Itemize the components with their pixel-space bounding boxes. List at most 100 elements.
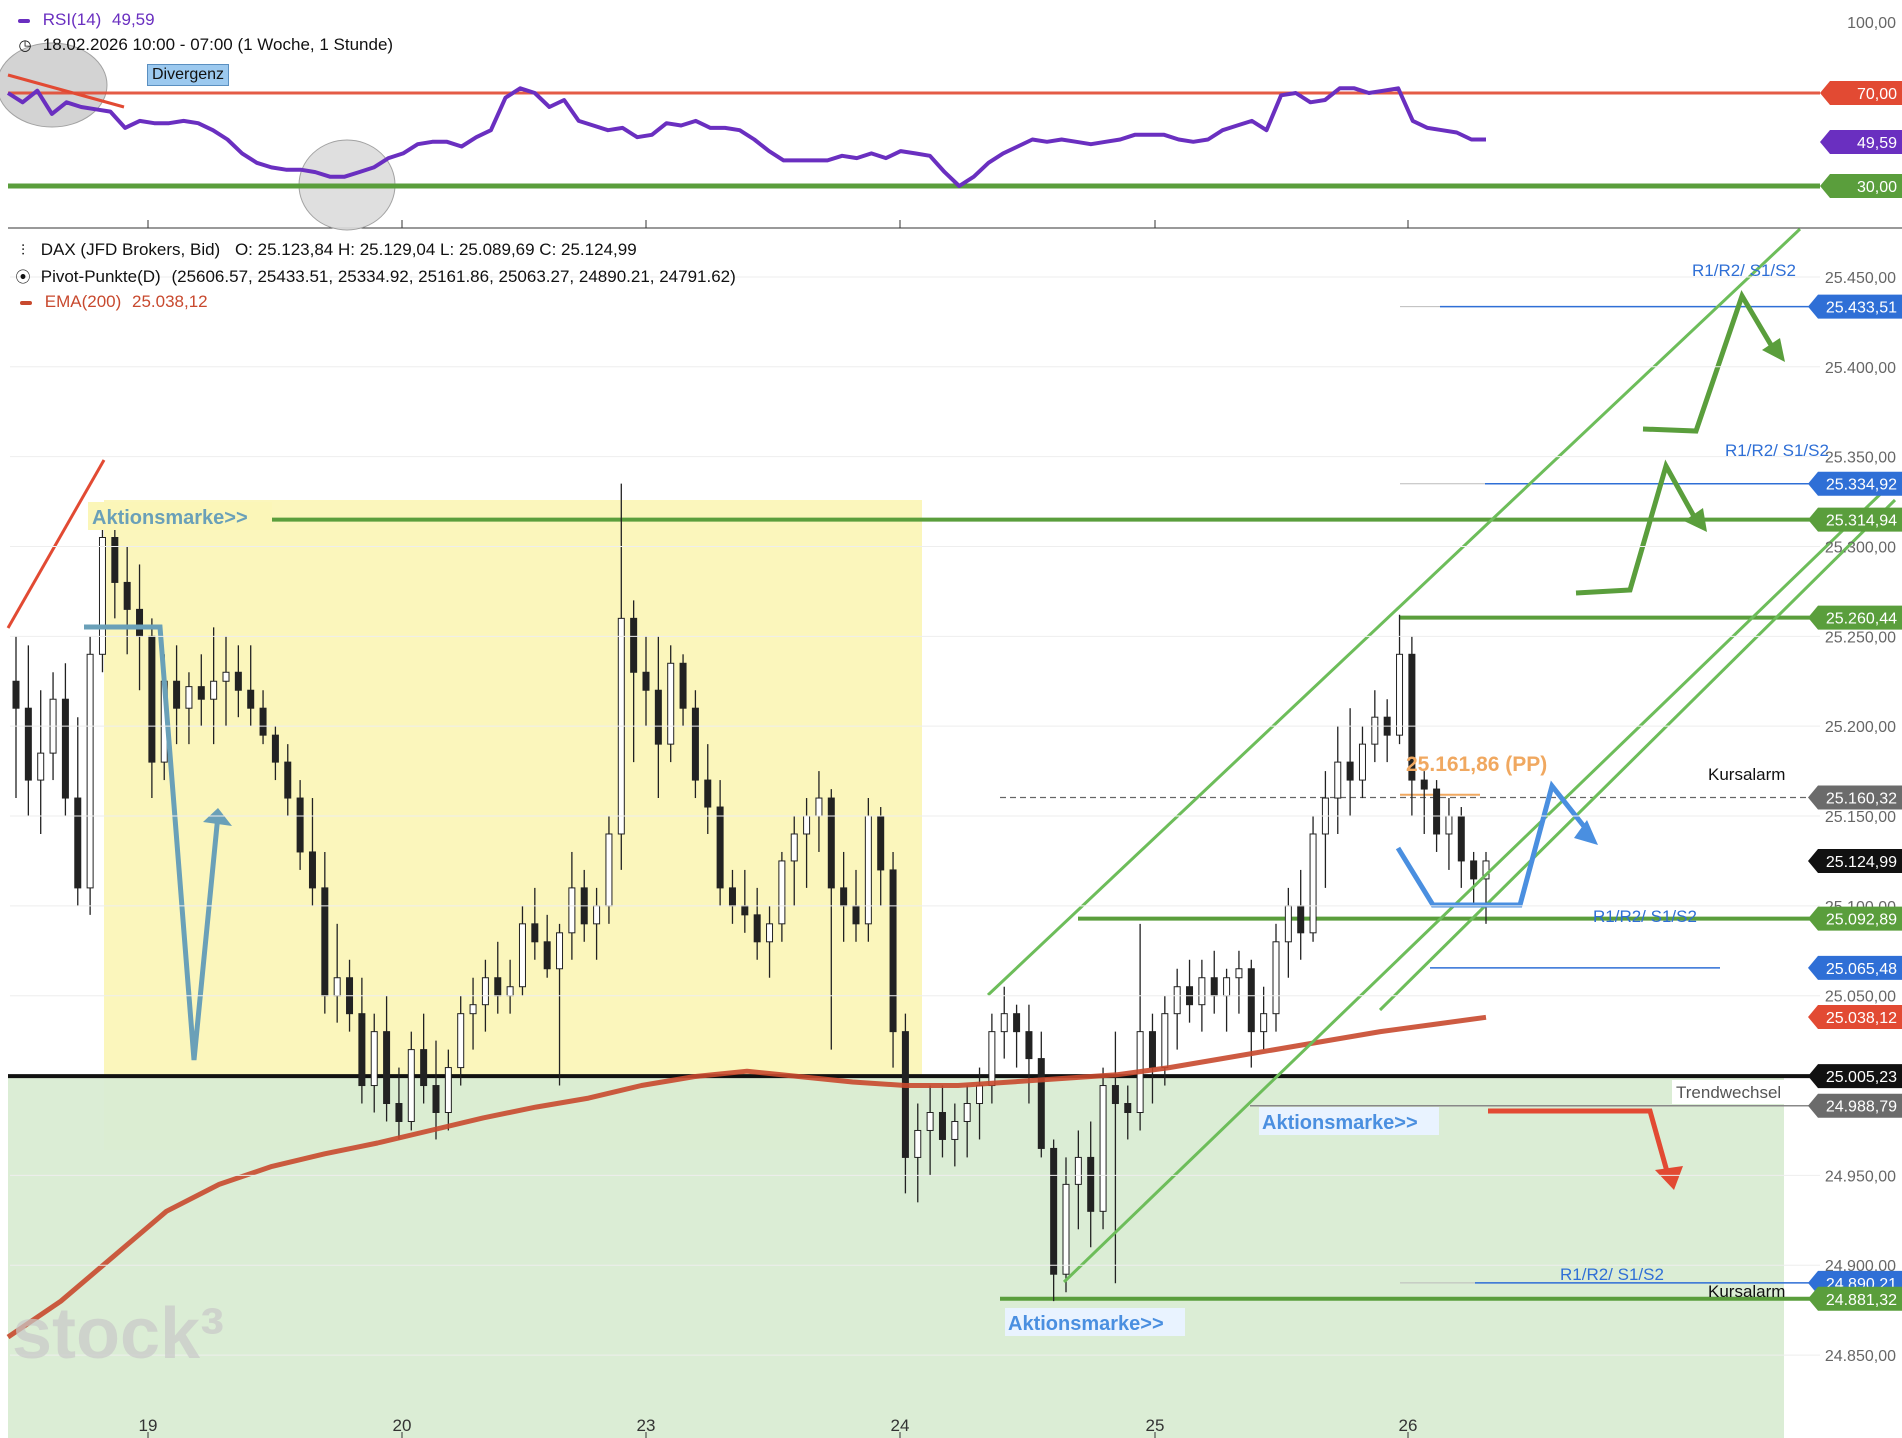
pivot-values: (25606.57, 25433.51, 25334.92, 25161.86,… bbox=[171, 267, 736, 286]
candle-up bbox=[222, 671, 230, 682]
price-tag-text: 25.092,89 bbox=[1826, 912, 1897, 929]
candle-up bbox=[1235, 968, 1243, 979]
candle-down bbox=[1013, 1013, 1021, 1033]
kursalarm-label-upper: Kursalarm bbox=[1708, 765, 1785, 784]
candle-down bbox=[123, 581, 131, 610]
candle-up bbox=[1000, 1013, 1008, 1033]
candle-up bbox=[1198, 977, 1206, 1006]
price-tag bbox=[1808, 1093, 1902, 1118]
candle-down bbox=[1124, 1103, 1132, 1113]
candle-down bbox=[1111, 1085, 1119, 1105]
candle-down bbox=[741, 905, 749, 916]
candle-down bbox=[1247, 968, 1255, 1033]
candle-down bbox=[716, 806, 724, 889]
green-arrowhead-middle bbox=[1684, 508, 1707, 532]
candle-down bbox=[728, 887, 736, 907]
rsi-axis-label: 100,00 bbox=[1847, 15, 1896, 32]
blue-arrowhead-left bbox=[203, 808, 232, 826]
candle-down bbox=[1433, 788, 1441, 835]
kursalarm-label-lower: Kursalarm bbox=[1708, 1282, 1785, 1301]
aktionsmarke-label-2: Aktionsmarke>> bbox=[1262, 1112, 1418, 1134]
rsi-tag bbox=[1820, 130, 1902, 154]
candle-down bbox=[247, 689, 255, 709]
candle-down bbox=[1050, 1147, 1058, 1275]
rsi-panel: 100,00 bbox=[0, 15, 1902, 231]
price-tag bbox=[1808, 955, 1902, 980]
candle-up bbox=[815, 797, 823, 817]
rsi-divergence-line bbox=[7, 73, 125, 109]
axis-label: 25.050,00 bbox=[1825, 989, 1896, 1006]
candle-up bbox=[1074, 1156, 1082, 1185]
candle-down bbox=[296, 797, 304, 853]
candle-down bbox=[630, 617, 638, 673]
candle-up bbox=[1223, 977, 1231, 997]
candle-up bbox=[1272, 941, 1280, 1015]
rsi-value: 49,59 bbox=[112, 10, 155, 29]
candle-down bbox=[642, 671, 650, 691]
axis-label: 25.450,00 bbox=[1825, 270, 1896, 287]
pivot-title: Pivot-Punkte(D) bbox=[40, 267, 161, 286]
candle-up bbox=[469, 1004, 477, 1015]
axis-label: 25.400,00 bbox=[1825, 360, 1896, 377]
candle-down bbox=[938, 1112, 946, 1140]
axis-label: 24.950,00 bbox=[1825, 1168, 1896, 1185]
candle-up bbox=[593, 905, 601, 925]
price-tag-text: 25.005,23 bbox=[1826, 1069, 1897, 1086]
green-zone bbox=[8, 1075, 1784, 1438]
aktionsmarke-label-3: Aktionsmarke>> bbox=[1008, 1313, 1164, 1335]
candle-up bbox=[963, 1103, 971, 1122]
candle-down bbox=[395, 1103, 403, 1122]
price-tag bbox=[1808, 605, 1902, 630]
candle-up bbox=[556, 932, 564, 970]
pivot-label-r1: R1/R2/ S1/S2 bbox=[1692, 261, 1796, 280]
candle-up bbox=[457, 1013, 465, 1069]
candle-up bbox=[370, 1031, 378, 1087]
axis-label: 24.850,00 bbox=[1825, 1348, 1896, 1365]
rsi-tag-text: 30,00 bbox=[1857, 179, 1897, 196]
x-axis-label: 19 bbox=[139, 1416, 158, 1435]
ema-title: EMA(200) bbox=[44, 292, 122, 311]
green-path-upper bbox=[1642, 290, 1777, 434]
price-tag bbox=[1808, 507, 1902, 532]
axis-label: 25.250,00 bbox=[1825, 629, 1896, 646]
candle-down bbox=[197, 686, 205, 700]
divergence-badge[interactable]: Divergenz bbox=[147, 64, 230, 86]
candle-down bbox=[321, 887, 329, 997]
annotations: Aktionsmarke>> Aktionsmarke>> Aktionsmar… bbox=[12, 261, 1829, 1374]
ema-value: 25.038,12 bbox=[132, 292, 208, 311]
trend-drawings bbox=[6, 227, 1897, 1284]
candle-up bbox=[976, 1085, 984, 1105]
candle-down bbox=[901, 1031, 909, 1158]
candlestick-icon: ⫶ bbox=[21, 242, 25, 259]
pivot-legend: ⦿ Pivot-Punkte(D) (25606.57, 25433.51, 2… bbox=[14, 266, 736, 287]
price-tag bbox=[1808, 471, 1902, 496]
red-arrowhead bbox=[1655, 1166, 1683, 1190]
candle-down bbox=[1087, 1156, 1095, 1212]
price-axis: 25.450,00 25.400,00 25.350,00 25.300,00 25.2… bbox=[10, 270, 1896, 1365]
candle-up bbox=[333, 977, 341, 997]
aktionsmarke-bg-2 bbox=[1259, 1107, 1439, 1135]
x-axis: 19 20 23 24 25 26 bbox=[139, 220, 1417, 1438]
candle-up bbox=[864, 815, 872, 925]
candle-up bbox=[803, 815, 811, 835]
red-path bbox=[1488, 1108, 1671, 1176]
candle-down bbox=[1037, 1058, 1045, 1149]
level-lines bbox=[8, 305, 1820, 1301]
candle-up bbox=[481, 977, 489, 1006]
candle-down bbox=[827, 797, 835, 889]
candle-up bbox=[86, 653, 94, 889]
candle-up bbox=[1358, 743, 1366, 781]
price-tag-text: 25.334,92 bbox=[1826, 477, 1897, 494]
candle-up bbox=[518, 923, 526, 988]
rsi-tag-text: 70,00 bbox=[1857, 86, 1897, 103]
candle-up bbox=[444, 1067, 452, 1113]
price-tag bbox=[1808, 1286, 1902, 1311]
channel-middle bbox=[1378, 498, 1897, 1012]
aktionsmarke-bg-3 bbox=[1005, 1308, 1185, 1336]
candle-down bbox=[852, 905, 860, 925]
pivot-label-r2: R1/R2/ S1/S2 bbox=[1725, 441, 1829, 460]
candle-down bbox=[74, 797, 82, 889]
candle-down bbox=[877, 815, 885, 871]
ema-swatch bbox=[20, 300, 32, 305]
